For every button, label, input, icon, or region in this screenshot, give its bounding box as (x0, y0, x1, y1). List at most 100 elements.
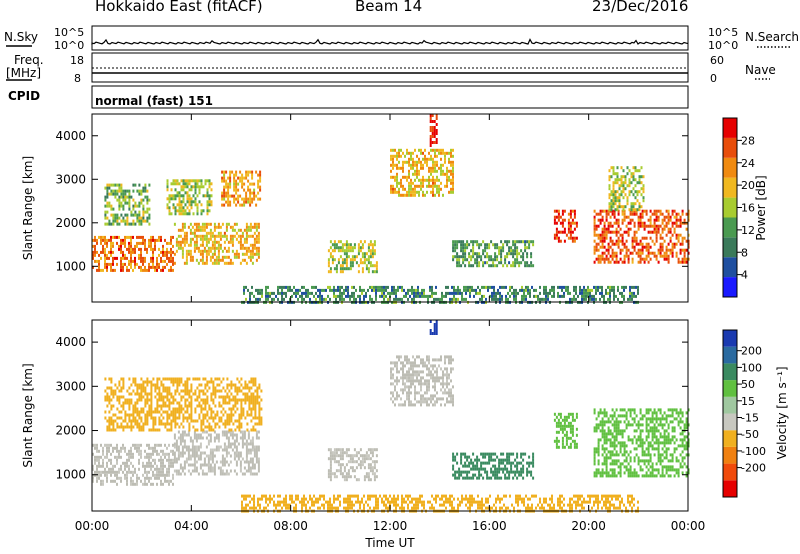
power-panel-cell (359, 246, 362, 250)
power-panel-cell (195, 225, 198, 229)
velocity-panel-cell (110, 380, 113, 384)
power-panel-cell (486, 246, 489, 250)
velocity-panel-cell (230, 392, 233, 396)
power-panel-cell (168, 212, 171, 216)
power-panel-cell (561, 230, 564, 234)
power-panel-cell (371, 285, 373, 289)
velocity-panel-cell (412, 367, 414, 371)
power-panel-cell (160, 235, 162, 239)
power-panel-cell (522, 240, 525, 244)
power-panel-cell (187, 252, 190, 256)
power-panel-cell (120, 204, 123, 208)
power-panel-cell (245, 228, 248, 232)
velocity-panel-cell (206, 419, 209, 423)
power-panel-cell (667, 254, 670, 258)
power-panel-cell (671, 254, 674, 258)
velocity-panel-cell (195, 445, 198, 449)
power-panel-cell (659, 224, 662, 228)
velocity-panel-cell (428, 373, 430, 377)
velocity-panel-cell (418, 400, 420, 404)
power-panel-cell (92, 253, 94, 257)
velocity-panel-cell (422, 358, 424, 362)
velocity-panel-cell (371, 472, 374, 476)
power-panel-cell (557, 236, 560, 240)
velocity-panel-cell (106, 446, 108, 450)
power-panel-cell (183, 243, 186, 247)
power-panel-cell (196, 194, 199, 198)
velocity-panel-cell (134, 443, 136, 447)
power-panel-cell (180, 212, 183, 216)
power-panel-cell (134, 210, 137, 214)
power-panel-cell (607, 260, 610, 264)
power-panel-cell (215, 255, 218, 259)
power-panel-cell (108, 186, 111, 190)
power-panel-cell (392, 148, 394, 152)
power-panel-cell (408, 184, 410, 188)
power-panel-cell (490, 258, 493, 262)
power-panel-cell (599, 209, 602, 213)
velocity-panel-cell (193, 457, 196, 461)
power-panel-cell (241, 179, 244, 183)
power-panel-cell (339, 297, 341, 301)
velocity-panel-cell (154, 389, 157, 393)
velocity-panel-cell (212, 386, 215, 390)
power-panel-cell (575, 291, 577, 295)
power-panel-cell (243, 203, 246, 207)
velocity-panel-cell (197, 472, 200, 476)
velocity-panel-cell (406, 370, 408, 374)
power-panel-cell (416, 190, 418, 194)
velocity-panel-cell (144, 479, 146, 483)
power-panel-cell (402, 160, 404, 164)
power-panel-cell (257, 234, 260, 238)
velocity-panel-cell (160, 470, 162, 474)
power-panel-cell (112, 250, 114, 254)
velocity-panel-cell (233, 469, 236, 473)
velocity-panel-cell (398, 355, 400, 359)
power-panel-cell (204, 194, 207, 198)
velocity-panel-cell (219, 472, 222, 476)
velocity-panel-cell (367, 475, 370, 479)
power-panel-cell (200, 182, 203, 186)
power-panel-cell (620, 181, 623, 185)
velocity-panel-cell (188, 401, 191, 405)
power-panel-cell (225, 185, 228, 189)
power-panel-cell (329, 255, 332, 259)
power-panel-cell (620, 205, 623, 209)
velocity-panel-cell (216, 389, 219, 393)
power-panel-cell (152, 265, 154, 269)
velocity-panel-cell (230, 413, 233, 417)
velocity-panel-cell (179, 454, 182, 458)
velocity-panel-cell (204, 413, 207, 417)
velocity-panel-cell (174, 413, 177, 417)
power-panel-cell (408, 169, 410, 173)
power-panel-cell (667, 260, 670, 264)
power-panel-cell (616, 181, 619, 185)
velocity-panel-cell (158, 476, 160, 480)
velocity-panel-cell (102, 470, 104, 474)
power-panel-cell (283, 291, 285, 295)
velocity-panel-cell (122, 380, 125, 384)
power-panel-cell (683, 236, 686, 240)
power-panel-cell (434, 184, 436, 188)
power-panel-cell (452, 178, 454, 182)
power-panel-cell (500, 252, 503, 256)
velocity-panel-cell (152, 470, 154, 474)
power-panel-cell (349, 264, 352, 268)
velocity-panel-cell (249, 457, 252, 461)
velocity-panel-cell (222, 377, 225, 381)
velocity-panel-cell (234, 389, 237, 393)
velocity-panel-cell (243, 466, 246, 470)
power-panel-cell (436, 184, 438, 188)
power-panel-cell (122, 207, 125, 211)
power-panel-cell (525, 285, 527, 289)
power-panel-cell (166, 262, 168, 266)
power-panel-cell (209, 228, 212, 232)
power-panel-cell (206, 188, 209, 192)
power-panel-cell (440, 169, 442, 173)
power-panel-cell (227, 188, 230, 192)
power-panel-cell (635, 294, 637, 298)
velocity-panel-cell (166, 416, 169, 420)
power-panel-cell (524, 243, 527, 247)
power-panel-cell (185, 258, 188, 262)
power-panel-cell (433, 120, 436, 123)
